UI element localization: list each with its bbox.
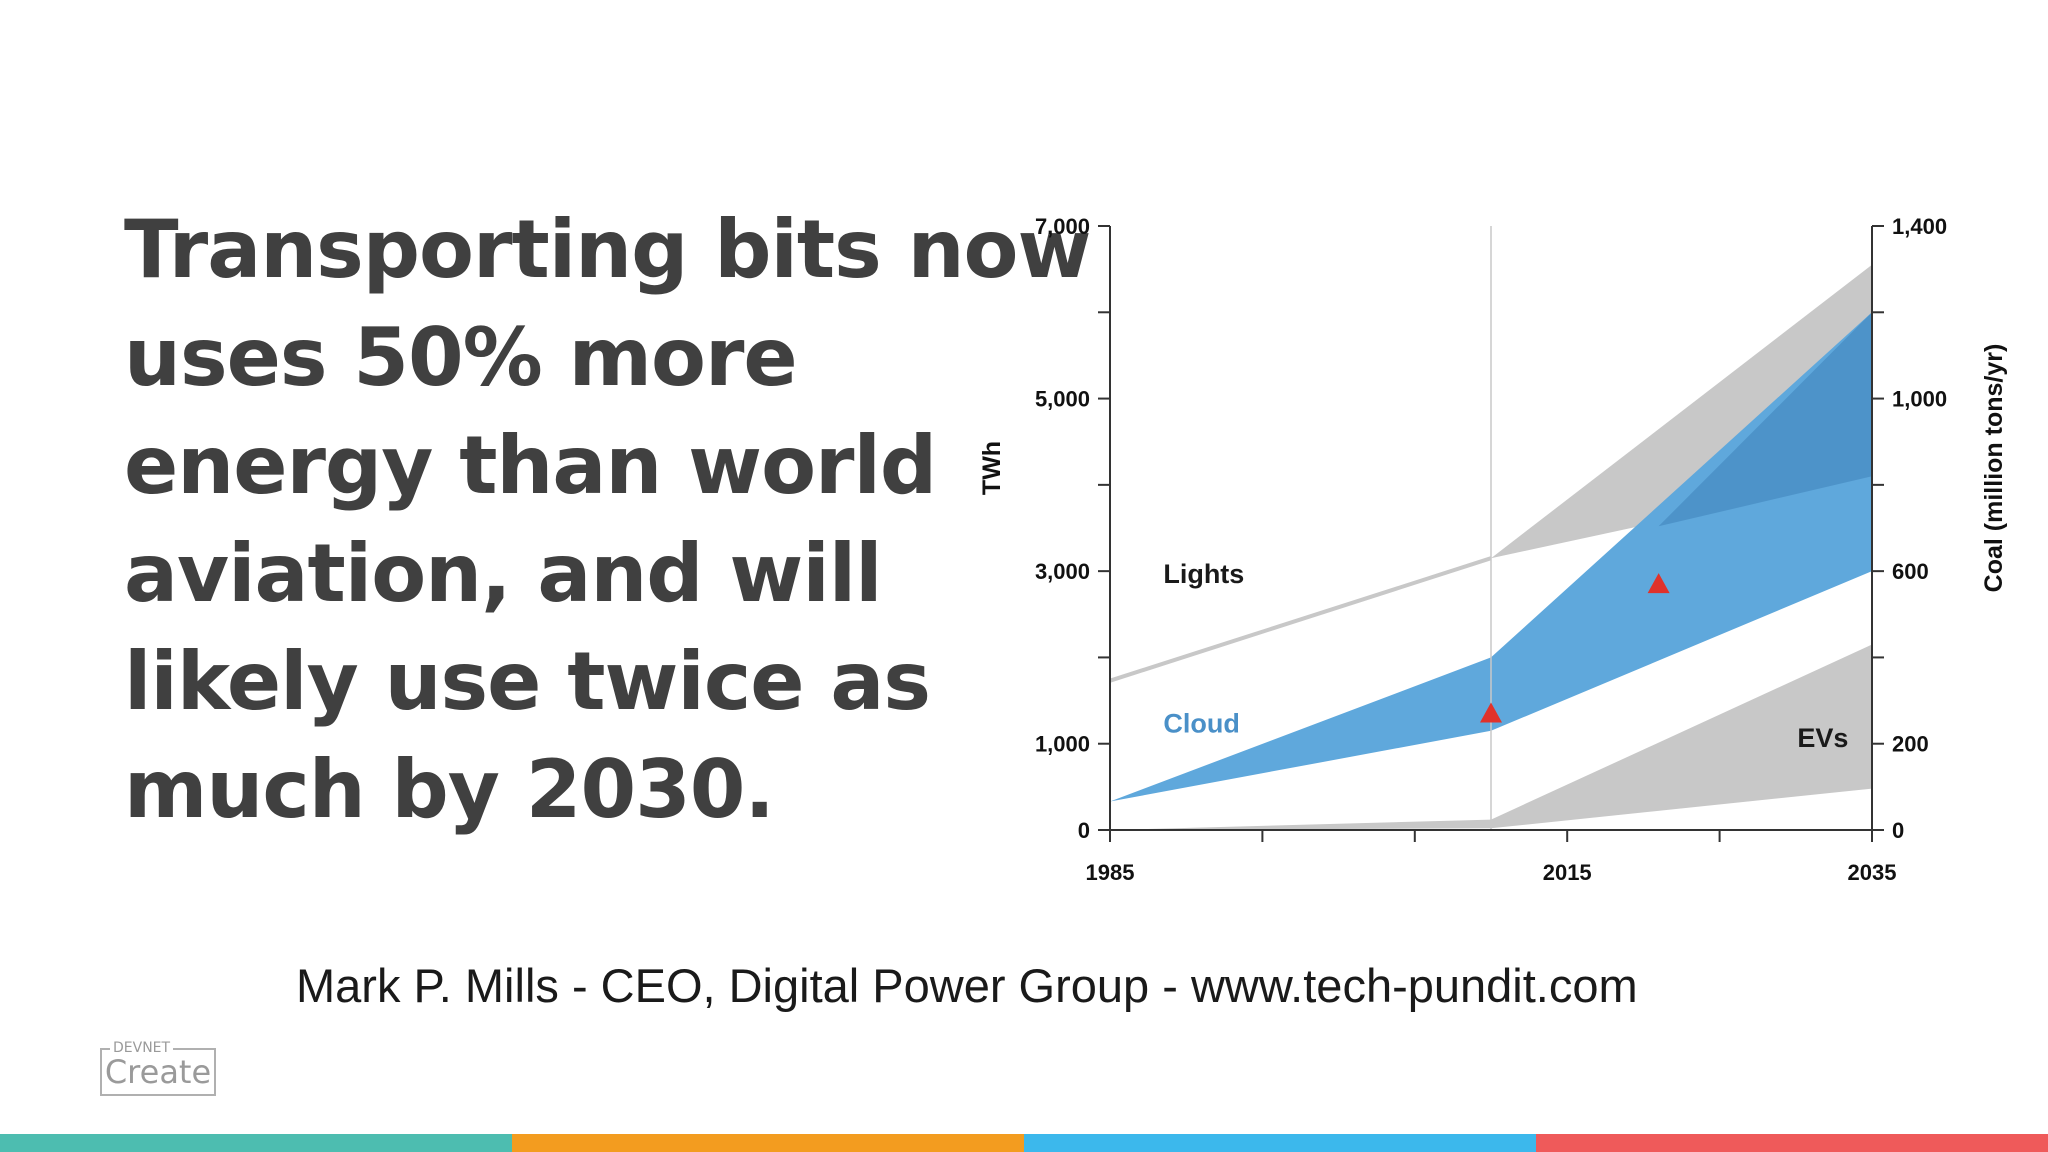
y-tick-label: 7,000	[1035, 214, 1090, 239]
cloud-marker	[1480, 702, 1502, 723]
series-label-lights: Lights	[1163, 559, 1244, 589]
headline: Transporting bits now uses 50% more ener…	[124, 196, 1091, 844]
lights-line	[1109, 556, 1492, 683]
y2-axis-title: Coal (million tons/yr)	[1980, 344, 2008, 593]
y2-tick-label: 200	[1892, 732, 1929, 757]
y2-tick-label: 600	[1892, 559, 1929, 584]
headline-line: uses 50% more	[124, 311, 798, 404]
series-label-evs: EVs	[1797, 723, 1848, 753]
headline-line: energy than world	[124, 419, 937, 512]
x-tick-label: 2015	[1543, 860, 1592, 885]
x-tick-label: 2035	[1848, 860, 1897, 885]
logo-small-text: DEVNET	[110, 1040, 174, 1056]
y-tick-label: 1,000	[1035, 732, 1090, 757]
y2-tick-label: 1,400	[1892, 214, 1947, 239]
cloud-lights-overlap	[1658, 312, 1872, 527]
y-tick-label: 0	[1078, 818, 1090, 843]
attribution: Mark P. Mills - CEO, Digital Power Group…	[296, 959, 1638, 1012]
y-axis-title: TWh	[978, 441, 1006, 495]
color-bar-red	[1536, 1134, 2048, 1152]
color-bar-orange	[512, 1134, 1024, 1152]
headline-line: much by 2030.	[124, 743, 775, 836]
color-bar-blue	[1024, 1134, 1536, 1152]
y-tick-label: 3,000	[1035, 559, 1090, 584]
headline-line: likely use twice as	[124, 635, 931, 728]
energy-chart: 0 1,000 3,000 5,000 7,000 0 200 600 1,000 1,400 19…	[978, 214, 2008, 885]
x-tick-label: 1985	[1086, 860, 1135, 885]
headline-line: Transporting bits now	[124, 203, 1091, 296]
cloud-marker	[1647, 573, 1670, 594]
devnet-create-logo: Create DEVNET	[100, 1040, 216, 1098]
headline-line: aviation, and will	[124, 527, 883, 620]
y2-tick-label: 0	[1892, 818, 1904, 843]
y-tick-label: 5,000	[1035, 387, 1090, 412]
color-bar-teal	[0, 1134, 512, 1152]
series-label-cloud: Cloud	[1163, 708, 1239, 738]
evs-band	[1110, 644, 1872, 830]
color-bar-strip	[0, 1134, 2048, 1152]
y2-tick-label: 1,000	[1892, 387, 1947, 412]
